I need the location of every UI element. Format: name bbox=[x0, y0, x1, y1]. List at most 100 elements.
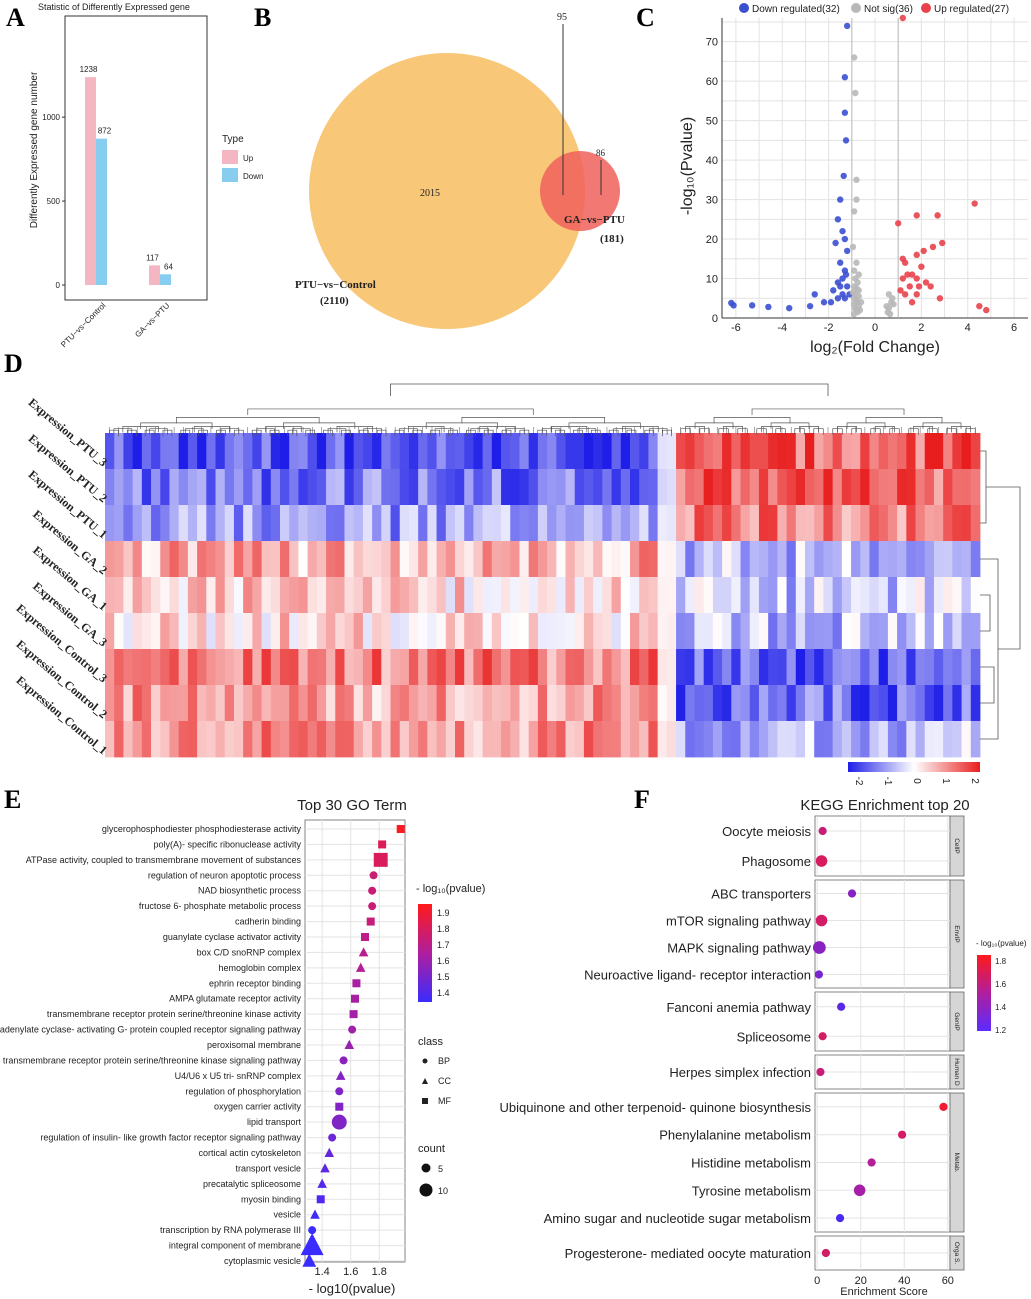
go-point-mf bbox=[361, 933, 369, 941]
heatmap-cell bbox=[372, 649, 382, 686]
heatmap-cell bbox=[381, 613, 391, 650]
heatmap-cell bbox=[224, 721, 235, 758]
heatmap-cell bbox=[455, 721, 465, 758]
heatmap-cell bbox=[224, 577, 235, 614]
heatmap-cell bbox=[390, 433, 401, 470]
heatmap-cell bbox=[869, 721, 880, 758]
heatmap-dendrogram-branch bbox=[180, 429, 191, 437]
heatmap-dendrogram-branch bbox=[430, 429, 440, 437]
heatmap-cell bbox=[786, 685, 797, 722]
heatmap-cell bbox=[132, 541, 143, 578]
volcano-point bbox=[904, 271, 911, 278]
heatmap-cell bbox=[316, 577, 327, 614]
heatmap-cell bbox=[445, 433, 456, 470]
heatmap-dendrogram-branch bbox=[837, 426, 857, 433]
heatmap-cell bbox=[805, 433, 815, 470]
heatmap-dendrogram-branch bbox=[794, 428, 805, 435]
go-point-mf bbox=[316, 1195, 325, 1204]
heatmap-cell bbox=[685, 505, 695, 542]
heatmap-cell bbox=[160, 433, 170, 470]
heatmap-cell bbox=[215, 469, 226, 506]
heatmap-cell bbox=[897, 469, 907, 506]
heatmap-dendrogram-branch bbox=[608, 429, 619, 437]
heatmap-cell bbox=[860, 541, 870, 578]
kegg-facet-strip bbox=[949, 815, 965, 877]
heatmap-cell bbox=[639, 577, 649, 614]
heatmap-cell bbox=[657, 649, 668, 686]
heatmap-cell bbox=[565, 649, 576, 686]
heatmap-cell bbox=[547, 613, 557, 650]
heatmap-cell bbox=[924, 541, 935, 578]
bar-legend-label: Up bbox=[243, 154, 254, 163]
heatmap-cell bbox=[685, 721, 695, 758]
bar-up bbox=[149, 265, 160, 285]
heatmap-cell bbox=[703, 721, 714, 758]
heatmap-cell bbox=[132, 613, 143, 650]
heatmap-cell bbox=[943, 577, 953, 614]
go-point-mf bbox=[378, 840, 387, 849]
heatmap-cell bbox=[620, 505, 631, 542]
panel-label-a: A bbox=[6, 3, 25, 32]
heatmap-cell bbox=[823, 721, 834, 758]
kegg-point bbox=[939, 1102, 948, 1111]
heatmap-cell bbox=[215, 721, 226, 758]
heatmap-dendrogram-branch bbox=[699, 428, 710, 435]
kegg-term-label: Phagosome bbox=[742, 854, 811, 869]
heatmap-cell bbox=[491, 541, 502, 578]
heatmap-cell bbox=[749, 505, 760, 542]
volcano-x-tick-label: 4 bbox=[965, 322, 971, 334]
heatmap-dendrogram-branch bbox=[376, 429, 387, 437]
heatmap-cell bbox=[390, 505, 401, 542]
heatmap-cell bbox=[390, 649, 401, 686]
heatmap-cell bbox=[630, 541, 640, 578]
volcano-point bbox=[971, 200, 978, 207]
kegg-point bbox=[837, 1002, 846, 1011]
heatmap-cell bbox=[464, 685, 474, 722]
heatmap-cell bbox=[878, 721, 889, 758]
heatmap-cell bbox=[261, 541, 272, 578]
heatmap-cell bbox=[611, 469, 622, 506]
heatmap-dendrogram-branch bbox=[846, 422, 886, 429]
heatmap-cell bbox=[740, 505, 751, 542]
heatmap-cell bbox=[418, 721, 428, 758]
heatmap-cell bbox=[519, 613, 530, 650]
kegg-term-label: Fanconi anemia pathway bbox=[666, 1000, 811, 1015]
heatmap-dendrogram-branch bbox=[109, 429, 119, 437]
heatmap-cell bbox=[897, 613, 907, 650]
heatmap-cell bbox=[630, 649, 640, 686]
heatmap-cell bbox=[574, 505, 585, 542]
heatmap-cell bbox=[786, 541, 797, 578]
heatmap-cell bbox=[335, 577, 345, 614]
heatmap-cell bbox=[510, 541, 520, 578]
heatmap-cell bbox=[740, 541, 751, 578]
heatmap-cell bbox=[344, 469, 355, 506]
heatmap-cell bbox=[768, 721, 778, 758]
heatmap-cell bbox=[795, 649, 806, 686]
heatmap-cell bbox=[795, 433, 806, 470]
heatmap-cell bbox=[408, 541, 419, 578]
heatmap-dendrogram-branch bbox=[363, 428, 382, 435]
heatmap-cell bbox=[372, 433, 382, 470]
heatmap-cell bbox=[694, 577, 705, 614]
heatmap-cell bbox=[537, 577, 548, 614]
volcano-x-tick-label: 6 bbox=[1011, 322, 1017, 334]
heatmap-cell bbox=[372, 613, 382, 650]
go-legend-marker-mf bbox=[422, 1098, 428, 1104]
heatmap-cell bbox=[924, 469, 935, 506]
heatmap-cell bbox=[611, 505, 622, 542]
heatmap-cell bbox=[233, 469, 244, 506]
heatmap-cell bbox=[906, 685, 916, 722]
heatmap-dendrogram-branch bbox=[644, 429, 655, 437]
heatmap-cell bbox=[105, 685, 115, 722]
go-x-tick-label: 1.6 bbox=[343, 1266, 358, 1278]
heatmap-cell bbox=[740, 613, 751, 650]
heatmap-row-label: Expression_GA_2 bbox=[30, 507, 110, 577]
heatmap-cell bbox=[491, 685, 502, 722]
heatmap-cell bbox=[501, 469, 511, 506]
heatmap-dendrogram-branch bbox=[851, 428, 862, 435]
heatmap-dendrogram-branch bbox=[256, 428, 275, 435]
heatmap-cell bbox=[105, 469, 115, 506]
heatmap-cell bbox=[602, 721, 612, 758]
kegg-term-label: Phenylalanine metabolism bbox=[659, 1128, 811, 1143]
heatmap-cell bbox=[151, 577, 161, 614]
